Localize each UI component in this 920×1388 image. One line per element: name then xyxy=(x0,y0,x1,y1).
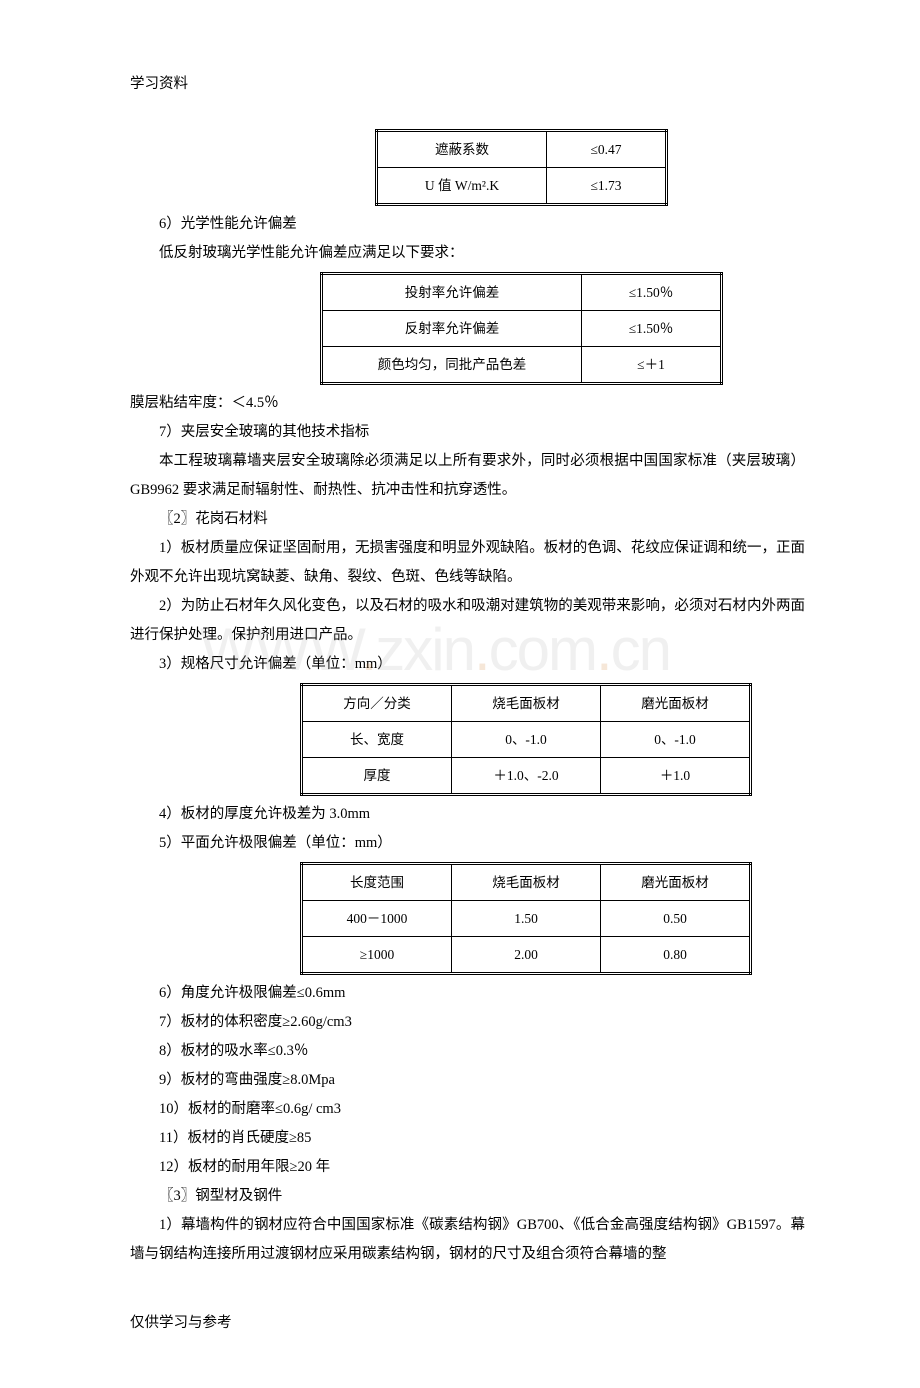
table-shading: 遮蔽系数 ≤0.47 U 值 W/m².K ≤1.73 xyxy=(375,129,668,206)
cell: 遮蔽系数 xyxy=(377,131,547,168)
table-row: 反射率允许偏差 ≤1.50％ xyxy=(322,311,722,347)
text-7a: 本工程玻璃幕墙夹层安全玻璃除必须满足以上所有要求外，同时必须根据中国国家标准（夹… xyxy=(130,447,805,505)
table-row: 投射率允许偏差 ≤1.50％ xyxy=(322,274,722,311)
table-optical: 投射率允许偏差 ≤1.50％ 反射率允许偏差 ≤1.50％ 颜色均匀，同批产品色… xyxy=(320,272,723,385)
section-2: 〖2〗花岗石材料 xyxy=(130,505,805,534)
section-3: 〖3〗钢型材及钢件 xyxy=(130,1182,805,1211)
cell: ≤1.73 xyxy=(547,168,667,205)
cell: ＋1.0 xyxy=(601,758,751,795)
cell: ≤0.47 xyxy=(547,131,667,168)
text-s2-1: 1）板材质量应保证坚固耐用，无损害强度和明显外观缺陷。板材的色调、花纹应保证调和… xyxy=(130,534,805,592)
cell: 0、-1.0 xyxy=(601,722,751,758)
text-s2-8: 8）板材的吸水率≤0.3％ xyxy=(130,1037,805,1066)
header-cell: 长度范围 xyxy=(302,864,452,901)
cell: 0.50 xyxy=(601,901,751,937)
cell: 投射率允许偏差 xyxy=(322,274,582,311)
header-cell: 烧毛面板材 xyxy=(452,864,601,901)
text-6a: 低反射玻璃光学性能允许偏差应满足以下要求： xyxy=(130,239,805,268)
text-item-7: 7）夹层安全玻璃的其他技术指标 xyxy=(130,418,805,447)
table-flatness: 长度范围 烧毛面板材 磨光面板材 400－1000 1.50 0.50 ≥100… xyxy=(300,862,752,975)
cell: 长、宽度 xyxy=(302,722,452,758)
text-s2-7: 7）板材的体积密度≥2.60g/cm3 xyxy=(130,1008,805,1037)
text-s2-3: 3）规格尺寸允许偏差（单位：mm） xyxy=(130,650,805,679)
table-row: 400－1000 1.50 0.50 xyxy=(302,901,751,937)
cell: 反射率允许偏差 xyxy=(322,311,582,347)
text-item-6: 6）光学性能允许偏差 xyxy=(130,210,805,239)
table-row: 长、宽度 0、-1.0 0、-1.0 xyxy=(302,722,751,758)
cell: U 值 W/m².K xyxy=(377,168,547,205)
cell: 0.80 xyxy=(601,937,751,974)
page-footer: 仅供学习与参考 xyxy=(130,1309,805,1338)
cell: ≤1.50％ xyxy=(582,311,722,347)
table-row: 遮蔽系数 ≤0.47 xyxy=(377,131,667,168)
header-cell: 方向／分类 xyxy=(302,685,452,722)
text-s2-11: 11）板材的肖氏硬度≥85 xyxy=(130,1124,805,1153)
text-film: 膜层粘结牢度：＜4.5％ xyxy=(130,389,805,418)
text-s2-5: 5）平面允许极限偏差（单位：mm） xyxy=(130,829,805,858)
header-cell: 磨光面板材 xyxy=(601,685,751,722)
cell: ≥1000 xyxy=(302,937,452,974)
cell: 400－1000 xyxy=(302,901,452,937)
table-row: 长度范围 烧毛面板材 磨光面板材 xyxy=(302,864,751,901)
cell: ≤1.50％ xyxy=(582,274,722,311)
table-row: 颜色均匀，同批产品色差 ≤＋1 xyxy=(322,347,722,384)
cell: ≤＋1 xyxy=(582,347,722,384)
header-cell: 磨光面板材 xyxy=(601,864,751,901)
text-s2-6: 6）角度允许极限偏差≤0.6mm xyxy=(130,979,805,1008)
cell: 颜色均匀，同批产品色差 xyxy=(322,347,582,384)
page-header: 学习资料 xyxy=(130,70,805,99)
text-s2-2: 2）为防止石材年久风化变色，以及石材的吸水和吸潮对建筑物的美观带来影响，必须对石… xyxy=(130,592,805,650)
cell: 0、-1.0 xyxy=(452,722,601,758)
text-s3-1: 1）幕墙构件的钢材应符合中国国家标准《碳素结构钢》GB700、《低合金高强度结构… xyxy=(130,1211,805,1269)
header-cell: 烧毛面板材 xyxy=(452,685,601,722)
table-row: 厚度 ＋1.0、-2.0 ＋1.0 xyxy=(302,758,751,795)
table-row: ≥1000 2.00 0.80 xyxy=(302,937,751,974)
cell: ＋1.0、-2.0 xyxy=(452,758,601,795)
cell: 1.50 xyxy=(452,901,601,937)
text-s2-10: 10）板材的耐磨率≤0.6g/ cm3 xyxy=(130,1095,805,1124)
text-s2-4: 4）板材的厚度允许极差为 3.0mm xyxy=(130,800,805,829)
text-s2-12: 12）板材的耐用年限≥20 年 xyxy=(130,1153,805,1182)
text-s2-9: 9）板材的弯曲强度≥8.0Mpa xyxy=(130,1066,805,1095)
cell: 厚度 xyxy=(302,758,452,795)
table-row: U 值 W/m².K ≤1.73 xyxy=(377,168,667,205)
table-size-tolerance: 方向／分类 烧毛面板材 磨光面板材 长、宽度 0、-1.0 0、-1.0 厚度 … xyxy=(300,683,752,796)
table-row: 方向／分类 烧毛面板材 磨光面板材 xyxy=(302,685,751,722)
cell: 2.00 xyxy=(452,937,601,974)
